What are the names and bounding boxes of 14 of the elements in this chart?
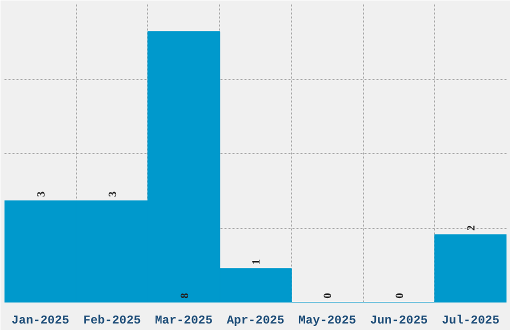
x-tick-label: Apr-2025 (226, 314, 284, 328)
data-label: 3 (107, 190, 120, 197)
data-label: 1 (250, 259, 262, 265)
data-label: 2 (466, 224, 478, 231)
data-label: 3 (35, 190, 48, 197)
x-tick-label: Mar-2025 (154, 314, 213, 328)
x-tick-label: Feb-2025 (83, 314, 141, 328)
x-tick-label: May-2025 (298, 314, 356, 328)
x-tick-label: Jun-2025 (370, 314, 428, 328)
x-tick-label: Jan-2025 (12, 314, 70, 328)
data-label: 0 (322, 292, 334, 298)
data-label: 8 (178, 292, 191, 298)
x-tick-label: Jul-2025 (442, 314, 500, 328)
data-label: 0 (394, 292, 406, 298)
